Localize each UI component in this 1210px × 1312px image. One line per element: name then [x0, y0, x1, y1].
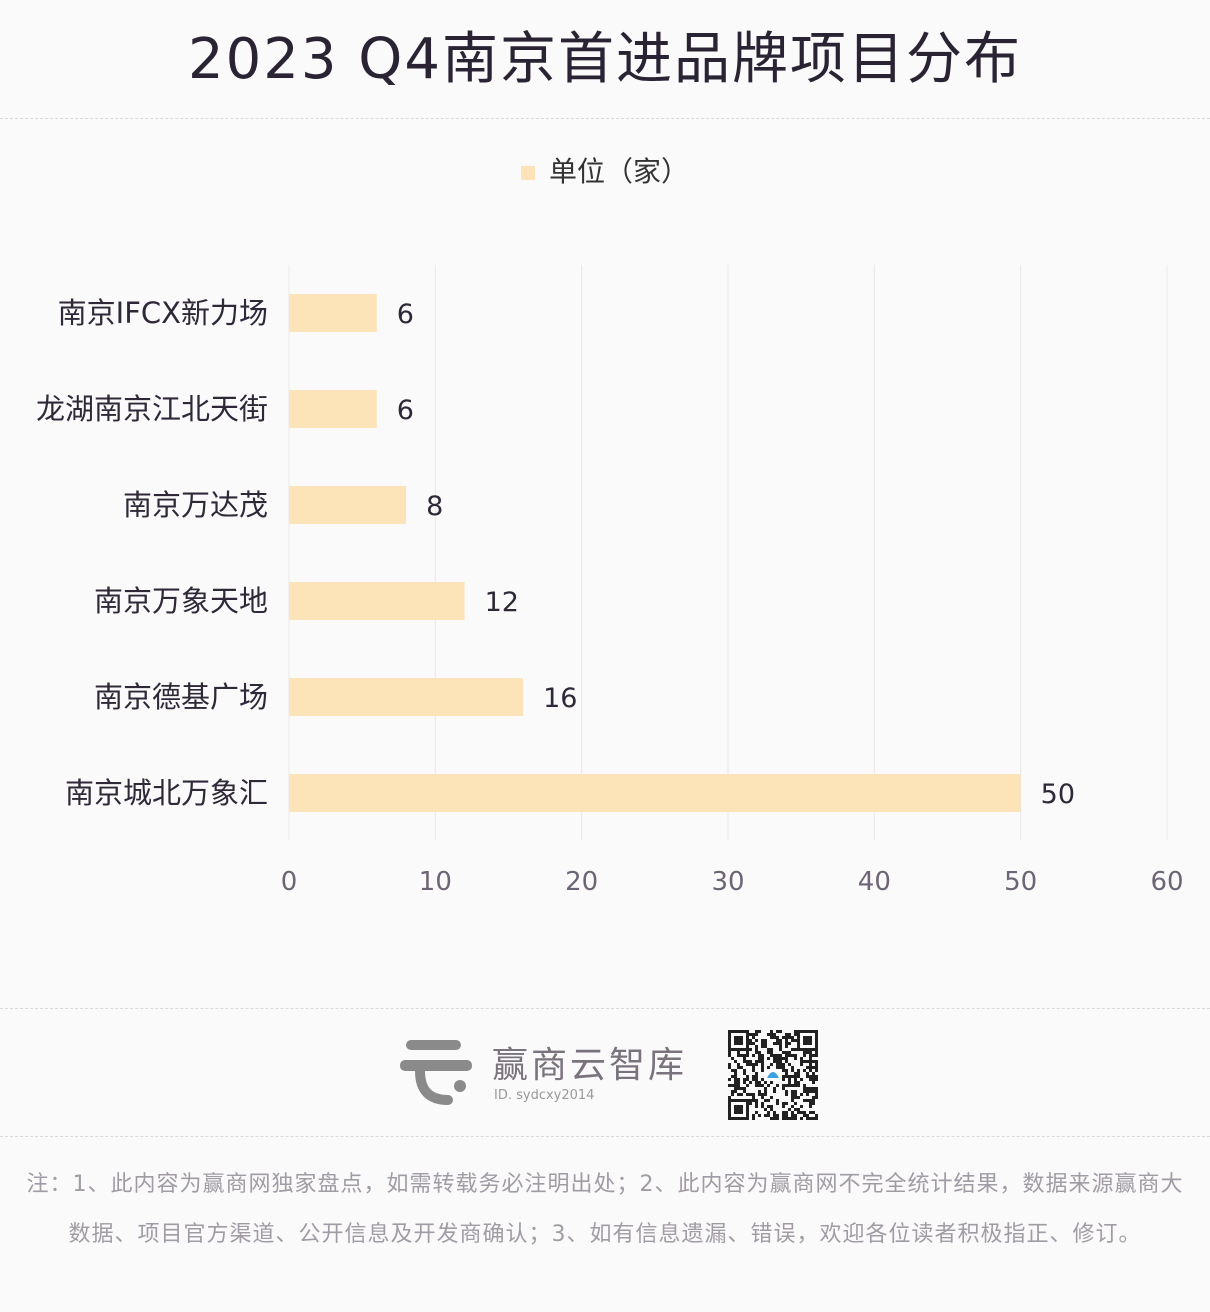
- legend-label: 单位（家）: [548, 155, 689, 188]
- x-tick-label: 20: [565, 867, 598, 897]
- data-label: 50: [1041, 779, 1075, 810]
- data-label: 6: [397, 299, 414, 330]
- bar: [289, 582, 465, 620]
- chart-title: 2023 Q4南京首进品牌项目分布: [187, 27, 1023, 92]
- divider: [0, 118, 1210, 119]
- x-tick-label: 0: [281, 867, 298, 897]
- brand-name: 赢商云智库: [492, 1045, 688, 1086]
- footnote: 注：1、此内容为赢商网独家盘点，如需转载务必注明出处；2、此内容为赢商网不完全统…: [26, 1172, 1184, 1247]
- data-label: 8: [426, 491, 443, 522]
- divider: [0, 1136, 1210, 1137]
- data-label: 16: [543, 683, 577, 714]
- divider: [0, 1008, 1210, 1009]
- x-tick-label: 60: [1150, 867, 1183, 897]
- x-tick-label: 40: [858, 867, 891, 897]
- y-category-label: 南京德基广场: [94, 680, 268, 714]
- brand-id: ID. sydcxy2014: [494, 1088, 595, 1103]
- y-category-label: 南京万象天地: [94, 584, 268, 618]
- bar: [289, 390, 377, 428]
- bar: [289, 294, 377, 332]
- bar-chart: 0 10 20 30 40 50 60 南京IFCX新力场 6 龙湖南京江北天街 6 南京万达茂 8 南京…: [36, 265, 1184, 897]
- data-label: 12: [485, 587, 519, 618]
- bar: [289, 486, 407, 524]
- x-tick-label: 10: [419, 867, 452, 897]
- y-category-label: 龙湖南京江北天街: [36, 392, 268, 426]
- x-tick-label: 50: [1004, 867, 1037, 897]
- y-category-label: 南京城北万象汇: [65, 776, 268, 810]
- y-category-label: 南京IFCX新力场: [58, 296, 268, 330]
- legend: 单位（家）: [0, 150, 1210, 190]
- bar: [289, 678, 524, 716]
- x-tick-label: 30: [711, 867, 744, 897]
- bar: [289, 774, 1021, 812]
- y-category-label: 南京万达茂: [123, 488, 268, 522]
- brand-logo-icon: [400, 1040, 472, 1105]
- data-label: 6: [397, 395, 414, 426]
- qr-code-icon: [728, 1030, 818, 1120]
- legend-swatch: [520, 166, 535, 180]
